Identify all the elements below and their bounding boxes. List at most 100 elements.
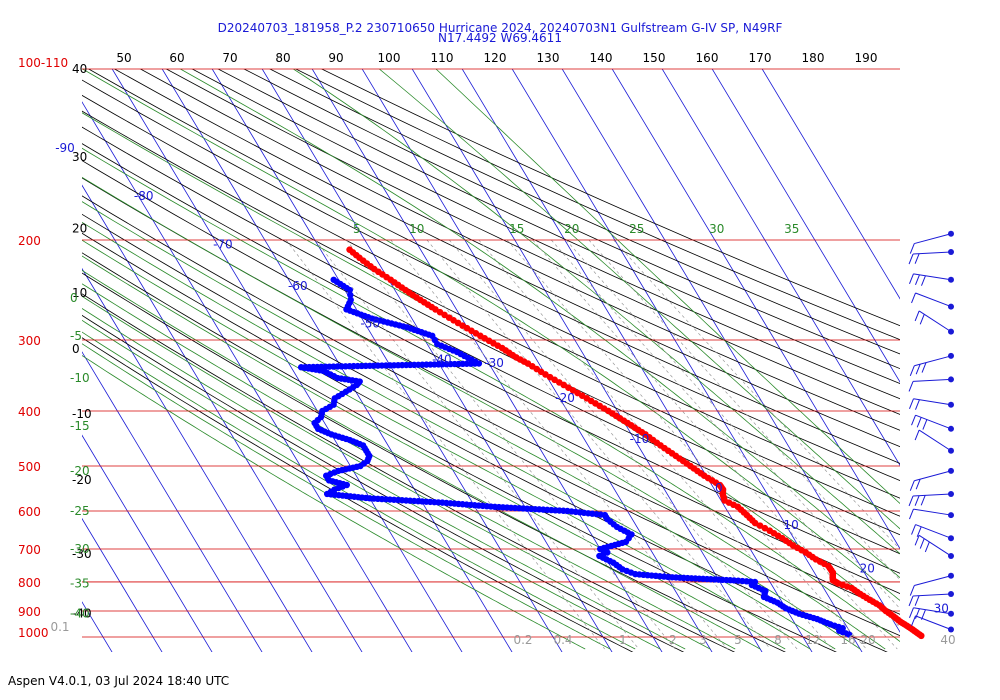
left-moist-label: -5 [70,329,82,343]
isotherm-line [82,101,413,652]
wind-barb-feather [909,607,914,618]
temperature-point [917,632,925,640]
mixing-ratio-label: 1 [619,633,627,647]
left-moist-label: -40 [70,607,90,621]
wind-barb-feather [919,314,925,325]
top-scale-label: 60 [169,51,184,65]
wind-barb-feather [909,585,915,596]
isotherm-label: -20 [555,391,575,405]
moist-adiabat-line [82,255,786,650]
dry-adiabat-line [269,69,900,355]
top-scale-label: 150 [643,51,666,65]
top-scale-label: 130 [537,51,560,65]
mixing-ratio-line [285,239,605,650]
left-scale-label: -10 [72,407,92,421]
moist-adiabat-labels: 5 10 15 20 25 30 35 [353,222,799,236]
moist-adiabat-line [82,176,886,650]
wind-barb-feather [915,478,921,490]
mixing-ratio-label: 20 [860,633,875,647]
moist-adiabat-line [82,221,836,650]
footer-version: Aspen V4.0.1, 03 Jul 2024 18:40 UTC [8,674,230,688]
mixing-ratio-label: 16 [840,633,855,647]
isotherm-line [0,43,17,661]
mixing-ratio-label: 2 [669,633,677,647]
pressure-label: 600 [18,505,41,519]
isotherm-label: -10 [630,432,650,446]
top-scale-label: 180 [802,51,825,65]
wind-barb-shaft [918,534,952,557]
wind-barb-feather [922,419,928,430]
isotherm-line [111,69,463,652]
left-moist-label: -15 [70,419,90,433]
left-scale-label: -40 [72,607,92,621]
left-moist-label: -30 [70,542,90,556]
isotherm-label: 20 [860,562,875,576]
wind-barb-feather [914,310,920,322]
wind-barb-feather [914,595,920,606]
moist-adiabat-line [82,201,861,650]
pressure-label: 100-110 [18,56,68,70]
dry-adiabat-line [82,79,900,482]
moist-adiabat-label: 30 [709,222,724,236]
mixing-ratio-line [449,239,798,650]
wind-barb-feather [908,495,914,507]
isotherm-line [82,517,163,652]
moist-adiabat-line [82,283,736,650]
wind-barb-shaft [918,310,952,333]
wind-barb-shaft [913,607,952,615]
top-scale-label: 70 [222,51,237,65]
moist-adiabat-line [293,69,900,555]
isotherm-line [461,69,813,652]
dry-adiabat-line [82,337,634,652]
wind-barb-feather [916,417,922,428]
wind-barb-feather [911,615,916,627]
wind-barb-feather [909,243,915,254]
top-scale-label: 160 [696,51,719,65]
left-scale-label: 40 [72,62,87,76]
moist-adiabat-line [82,147,900,642]
mixing-ratio-line [588,239,900,581]
mixing-ratio-line [565,239,900,610]
wind-barb-feather [909,273,914,285]
dry-adiabat-line [82,195,900,615]
isotherm-lines [0,43,900,661]
pressure-label: 300 [18,334,41,348]
left-moist-label: -25 [70,504,90,518]
wind-barb-shaft [915,524,952,539]
wind-barb-shaft [915,615,952,630]
mixing-ratio-line [506,239,867,650]
pressure-label: 500 [18,460,41,474]
pressure-label: 900 [18,605,41,619]
top-scale-label: 80 [275,51,290,65]
top-scale-label: 120 [484,51,507,65]
isotherm-line [0,43,67,661]
top-scale-label: 50 [116,51,131,65]
mixing-ratio-label: 0.4 [553,633,572,647]
mixing-ratio-line [551,239,900,629]
isotherm-line [411,69,763,652]
moist-adiabat-line [82,343,611,650]
dry-adiabat-line [295,69,900,341]
left-scale-label: 30 [72,150,87,164]
left-moist-labels: 0-5-10-15-20-25-30-35-40 [70,291,90,621]
mixing-ratio-line [346,239,676,650]
wind-barbs [908,230,954,633]
moist-adiabat-line [180,69,900,579]
wind-barb-feather [914,535,920,546]
pressure-label: 800 [18,576,41,590]
wind-barb-feather [908,253,914,265]
top-scale-label: 100 [378,51,401,65]
left-moist-label: -10 [70,371,90,385]
moist-adiabat-label: 20 [564,222,579,236]
pressure-label: 1000 [18,626,49,640]
mixing-ratio-label: 0.2 [513,633,532,647]
mixing-ratio-label: 5 [734,633,742,647]
dry-adiabat-line [82,213,900,637]
dry-adiabat-line [82,110,900,517]
dry-adiabat-line [217,69,900,384]
dry-adiabat-line [82,94,900,499]
isotherm-label: -30 [484,356,504,370]
dry-adiabat-line [243,69,900,370]
